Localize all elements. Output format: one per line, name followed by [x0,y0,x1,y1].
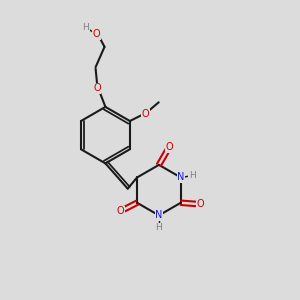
Text: H: H [189,171,196,180]
Text: O: O [117,206,124,216]
Text: H: H [82,23,89,32]
Text: N: N [155,210,163,220]
Text: O: O [92,29,100,39]
Text: N: N [177,172,184,182]
Text: O: O [166,142,173,152]
Text: O: O [142,109,149,118]
Text: H: H [155,224,162,232]
Text: O: O [93,83,101,94]
Text: O: O [196,199,204,209]
